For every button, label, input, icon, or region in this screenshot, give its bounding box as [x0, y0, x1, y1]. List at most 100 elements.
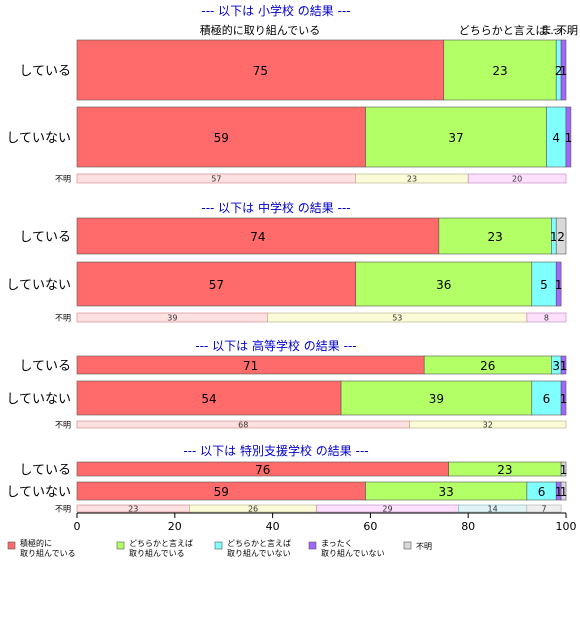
bar-value-label: 74	[250, 230, 265, 244]
bar-segment	[560, 355, 567, 375]
bar-value-label: 1	[560, 392, 568, 406]
bar-segment	[565, 106, 572, 168]
bar-value-label: 2	[557, 230, 565, 244]
row-label: している	[19, 359, 71, 374]
unknown-bar-value-label: 57	[211, 175, 221, 184]
bar-value-label: 33	[439, 485, 454, 499]
x-axis-tick-label: 0	[74, 520, 81, 533]
unknown-bar-value-label: 39	[167, 314, 177, 323]
bar-value-label: 37	[448, 131, 463, 145]
unknown-bar-value-label: 53	[392, 314, 402, 323]
legend-label: 積極的に	[20, 538, 52, 548]
bar-value-label: 1	[555, 485, 563, 499]
unknown-bar-segment	[526, 312, 567, 323]
top-category-label: どちらかと言えば...	[459, 24, 558, 37]
unknown-row-label: 不明	[55, 421, 71, 430]
unknown-row-label: 不明	[55, 314, 71, 323]
bar-segment	[76, 380, 342, 416]
legend-label: 取り組んでいる	[20, 548, 76, 558]
unknown-bar-value-label: 26	[248, 505, 258, 514]
bar-value-label: 1	[565, 131, 573, 145]
unknown-bar-value-label: 7	[541, 505, 546, 514]
bar-value-label: 4	[552, 131, 560, 145]
legend-label: どちらかと言えば	[227, 538, 291, 548]
legend-label: どちらかと言えば	[129, 538, 193, 548]
bar-value-label: 57	[209, 278, 224, 292]
unknown-bar-value-label: 68	[238, 421, 248, 430]
bar-value-label: 54	[201, 392, 216, 406]
row-label: していない	[6, 278, 71, 293]
unknown-bar-value-label: 14	[488, 505, 498, 514]
bar-segment	[76, 39, 445, 101]
bar-value-label: 5	[540, 278, 548, 292]
legend-swatch	[116, 541, 125, 550]
bar-value-label: 1	[560, 485, 568, 499]
bar-value-label: 1	[560, 359, 568, 373]
bar-value-label: 1	[560, 463, 568, 477]
bar-segment	[355, 261, 533, 307]
unknown-bar-value-label: 23	[407, 175, 417, 184]
legend-swatch	[214, 541, 223, 550]
bar-value-label: 6	[538, 485, 546, 499]
bar-segment	[76, 106, 366, 168]
bar-value-label: 1	[560, 64, 568, 78]
legend-swatch	[7, 541, 16, 550]
bar-segment	[531, 261, 557, 307]
legend-label: まったく	[321, 539, 353, 548]
bar-value-label: 59	[214, 131, 229, 145]
bar-segment	[365, 106, 547, 168]
bar-value-label: 23	[497, 463, 512, 477]
row-label: している	[19, 463, 71, 478]
bar-value-label: 3	[552, 359, 560, 373]
legend-label: 取り組んでいない	[227, 548, 291, 558]
bar-value-label: 1	[550, 230, 558, 244]
unknown-row-label: 不明	[55, 505, 71, 514]
legend-swatch	[403, 541, 412, 550]
bar-value-label: 6	[543, 392, 551, 406]
bar-value-label: 2	[555, 64, 563, 78]
legend-swatch	[308, 541, 317, 550]
x-axis-tick-label: 100	[556, 520, 577, 533]
panel-title: --- 以下は 小学校 の結果 ---	[201, 3, 350, 18]
bar-value-label: 36	[436, 278, 451, 292]
bar-segment	[531, 380, 562, 416]
bar-value-label: 1	[555, 278, 563, 292]
row-label: していない	[6, 392, 71, 407]
unknown-bar-value-label: 8	[544, 314, 549, 323]
unknown-bar-value-label: 23	[128, 505, 138, 514]
x-axis-tick-label: 80	[461, 520, 475, 533]
panel-title: --- 以下は 特別支援学校 の結果 ---	[183, 443, 368, 458]
unknown-row-label: 不明	[55, 175, 71, 184]
panel-title: --- 以下は 中学校 の結果 ---	[201, 200, 350, 215]
legend-label: 不明	[416, 542, 432, 551]
bar-segment	[555, 217, 567, 255]
bar-segment	[560, 380, 567, 416]
row-label: していない	[6, 131, 71, 146]
legend-label: 取り組んでいる	[129, 548, 185, 558]
bar-value-label: 23	[492, 64, 507, 78]
bar-value-label: 76	[255, 463, 270, 477]
row-label: している	[19, 64, 71, 79]
unknown-bar-segment	[409, 420, 567, 429]
x-axis-tick-label: 60	[363, 520, 377, 533]
bar-segment	[560, 39, 567, 101]
bar-value-label: 75	[253, 64, 268, 78]
top-category-label: まっ...	[541, 24, 573, 37]
bar-segment	[560, 461, 567, 477]
bar-value-label: 39	[429, 392, 444, 406]
panel-title: --- 以下は 高等学校 の結果 ---	[195, 338, 356, 353]
unknown-bar-value-label: 29	[382, 505, 392, 514]
bar-value-label: 23	[487, 230, 502, 244]
bar-value-label: 26	[480, 359, 495, 373]
bar-segment	[560, 481, 567, 501]
legend-label: 取り組んでいない	[321, 548, 385, 558]
bar-segment	[76, 261, 357, 307]
bar-value-label: 71	[243, 359, 258, 373]
bar-value-label: 59	[214, 485, 229, 499]
x-axis-tick-label: 20	[168, 520, 182, 533]
unknown-bar-value-label: 20	[512, 175, 522, 184]
top-category-label: 積極的に取り組んでいる	[200, 23, 320, 37]
row-label: していない	[6, 485, 71, 500]
